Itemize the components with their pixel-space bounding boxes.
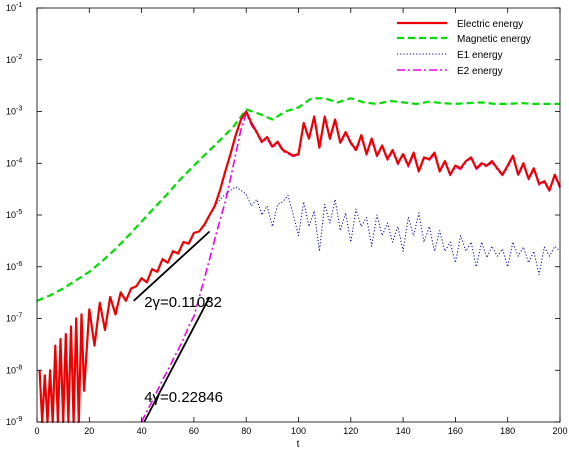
y-tick-label: 10-7 [6, 313, 22, 324]
x-tick-label: 80 [241, 426, 251, 436]
y-tick-label: 10-1 [6, 2, 22, 13]
x-tick-label: 100 [291, 426, 306, 436]
x-axis-title: t [297, 439, 300, 450]
y-tick-label: 10-6 [6, 261, 22, 272]
series-line-electric [38, 110, 562, 424]
x-tick-label: 160 [448, 426, 463, 436]
series-line-e1 [214, 186, 561, 276]
x-tick-label: 40 [137, 426, 147, 436]
y-tick-label: 10-2 [6, 54, 22, 65]
ticks-layer: 0 20 40 60 80 100 120 140 160 180 200 10-9 10-8 10-7 1… [6, 2, 568, 436]
growth-fit-line-1 [133, 230, 211, 302]
x-tick-label: 120 [343, 426, 358, 436]
y-tick-label: 10-9 [6, 416, 22, 427]
growth-rate-annotation-2: 4γ=0.22846 [144, 389, 223, 406]
annotation-layer: 2γ=0.11032 4γ=0.22846 [144, 294, 223, 406]
growth-fit-line-2 [143, 296, 211, 423]
legend-box [390, 14, 555, 80]
x-tick-label: 0 [34, 426, 39, 436]
series-line-magnetic [36, 97, 560, 302]
y-tick-label: 10-4 [6, 157, 22, 168]
y-tick-label: 10-8 [6, 364, 22, 375]
x-tick-label: 140 [396, 426, 411, 436]
x-tick-label: 180 [500, 426, 515, 436]
legend-label-magnetic: Magnetic energy [457, 34, 531, 45]
legend: Electric energy Magnetic energy E1 energ… [390, 14, 555, 80]
legend-label-electric: Electric energy [457, 19, 523, 30]
x-tick-label: 200 [552, 426, 567, 436]
growth-rate-annotation-1: 2γ=0.11032 [144, 294, 222, 311]
fit-layer [133, 230, 211, 423]
series-layer [36, 97, 562, 424]
legend-label-e2: E2 energy [457, 66, 503, 77]
legend-label-e1: E1 energy [457, 50, 503, 61]
y-tick-label: 10-5 [6, 209, 22, 220]
x-tick-label: 60 [189, 426, 199, 436]
y-tick-label: 10-3 [6, 106, 22, 117]
x-tick-label: 20 [84, 426, 94, 436]
